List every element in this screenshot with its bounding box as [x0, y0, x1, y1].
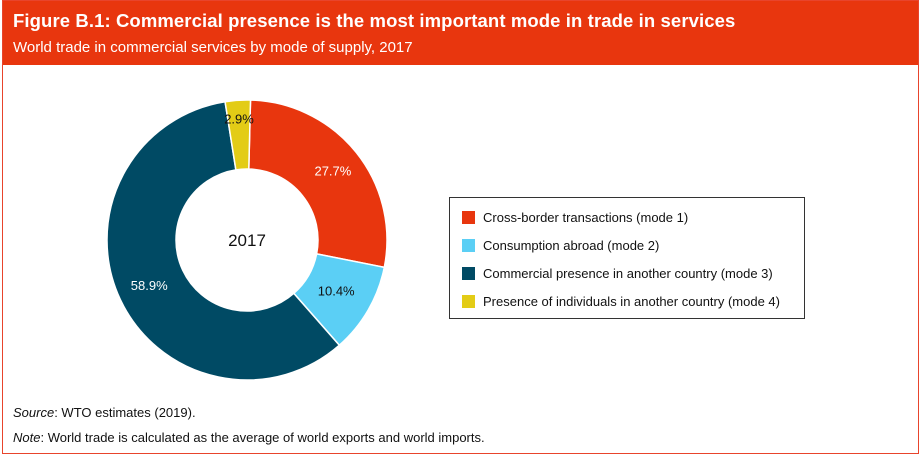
legend-label-mode-3: Commercial presence in another country (… [483, 265, 773, 281]
data-label-mode-2: 10.4% [318, 283, 355, 298]
data-label-mode-3: 58.9% [131, 278, 168, 293]
donut-slice-mode-1 [248, 99, 388, 269]
data-label-mode-4: 2.9% [224, 111, 254, 126]
footnote: Note: World trade is calculated as the a… [13, 430, 485, 445]
legend-item-mode-3: Commercial presence in another country (… [462, 265, 773, 281]
source-text: : WTO estimates (2019). [54, 405, 196, 420]
chart-legend: Cross-border transactions (mode 1) Consu… [449, 197, 805, 319]
figure-title: Figure B.1: Commercial presence is the m… [13, 10, 736, 31]
note-label: Note [13, 430, 41, 445]
note-text: : World trade is calculated as the avera… [40, 430, 485, 445]
legend-swatch-mode-1 [462, 210, 475, 224]
source-label: Source [13, 405, 55, 420]
figure-subtitle: World trade in commercial services by mo… [13, 39, 413, 56]
legend-swatch-mode-2 [462, 238, 475, 252]
legend-label-mode-4: Presence of individuals in another count… [483, 293, 780, 309]
figure-header: Figure B.1: Commercial presence is the m… [3, 1, 918, 65]
legend-swatch-mode-4 [462, 294, 475, 308]
legend-label-mode-2: Consumption abroad (mode 2) [483, 237, 660, 253]
donut-chart: 27.7% 10.4% 58.9% 2.9% 2017 [106, 99, 388, 381]
source-note: Source: WTO estimates (2019). [13, 405, 196, 420]
donut-slice-mode-3 [106, 100, 341, 381]
legend-item-mode-4: Presence of individuals in another count… [462, 293, 780, 309]
legend-label-mode-1: Cross-border transactions (mode 1) [483, 209, 689, 225]
legend-item-mode-1: Cross-border transactions (mode 1) [462, 209, 688, 225]
legend-swatch-mode-3 [462, 266, 475, 280]
legend-item-mode-2: Consumption abroad (mode 2) [462, 237, 659, 253]
data-label-mode-1: 27.7% [314, 163, 351, 178]
donut-slice-mode-4 [224, 99, 252, 171]
donut-center-label: 2017 [228, 231, 266, 250]
